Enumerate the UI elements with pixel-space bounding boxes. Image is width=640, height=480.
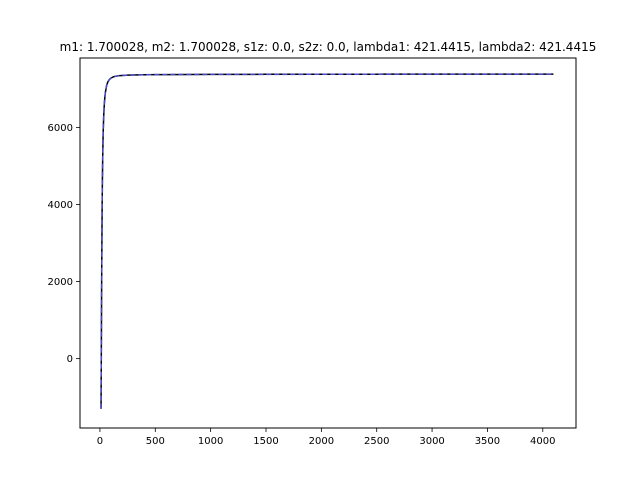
y-axis: 0 2000 4000 6000 — [48, 123, 80, 365]
x-tick-label: 3500 — [475, 436, 500, 447]
y-tick-label: 0 — [67, 354, 73, 365]
chart-title: m1: 1.700028, m2: 1.700028, s1z: 0.0, s2… — [60, 40, 597, 54]
x-axis: 0 500 1000 1500 2000 2500 3000 3500 4000 — [97, 428, 556, 447]
x-tick-label: 1500 — [253, 436, 278, 447]
x-tick-label: 4000 — [530, 436, 555, 447]
series-layer — [100, 73, 554, 409]
plot-area-frame — [79, 57, 577, 429]
y-tick-label: 4000 — [48, 200, 73, 211]
y-tick-label: 2000 — [48, 277, 73, 288]
y-tick-label: 6000 — [48, 123, 73, 134]
x-tick-label: 2500 — [364, 436, 389, 447]
x-tick-label: 3000 — [419, 436, 444, 447]
x-tick-label: 500 — [146, 436, 165, 447]
series-line-1 — [100, 73, 554, 409]
x-tick-label: 2000 — [309, 436, 334, 447]
x-tick-label: 1000 — [198, 436, 223, 447]
x-tick-label: 0 — [97, 436, 103, 447]
